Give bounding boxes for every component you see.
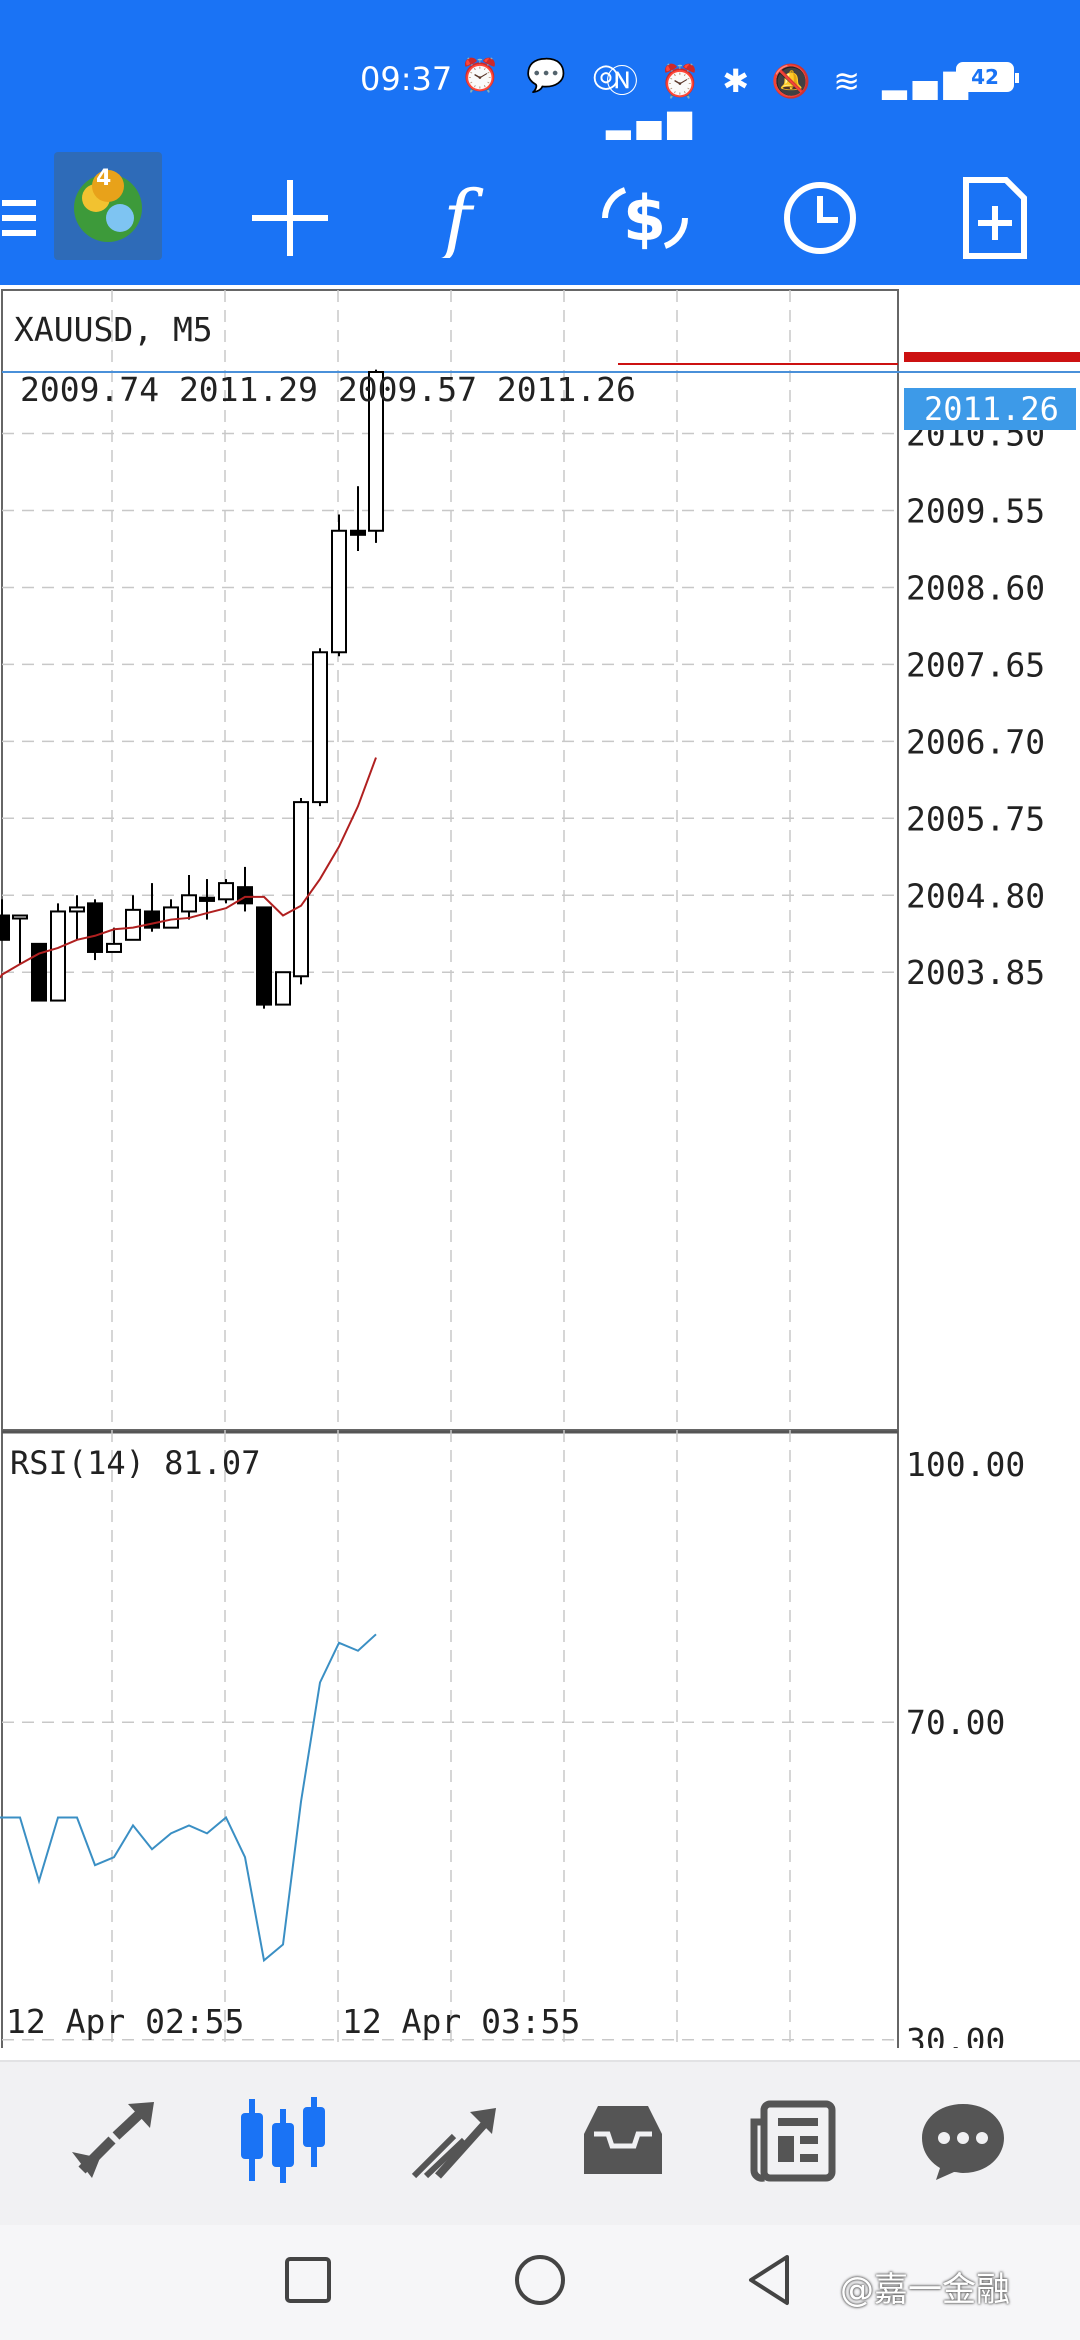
logo-badge: 4 [96,166,112,191]
history-icon[interactable] [765,150,875,285]
chart-canvas[interactable]: 2010.502009.552008.602007.652006.702005.… [0,288,1080,2048]
candle-bear [256,906,272,1006]
crosshair-icon[interactable] [240,150,340,285]
candle-bull [12,914,28,920]
candle-bull [163,906,179,929]
svg-text:f: f [438,178,484,258]
candle-bull [218,882,234,901]
top-toolbar [0,150,1080,285]
current-price-value: 2011.26 [924,390,1059,428]
recent-apps-icon[interactable] [258,2235,358,2325]
app-logo[interactable]: 4 [54,152,162,260]
ask-price-tag [904,352,1080,362]
current-price-tag: 2011.26 [904,388,1076,430]
rsi-tick-label: 70.00 [906,1703,1005,1742]
back-icon[interactable] [720,2235,820,2325]
status-time: 09:37 [360,60,453,98]
new-order-icon[interactable] [940,150,1050,285]
y-tick-label: 2008.60 [906,568,1045,607]
candle-bear [87,902,103,953]
news-icon[interactable] [718,2070,868,2210]
status-right-icons: Ⓝ ⏰ ✱ 🔕 ≋ ▂▄▆ ▂▄▆ [606,62,975,140]
candle-bear [31,942,47,1002]
candle-bull [331,529,347,654]
rsi-line [0,1633,377,1963]
candle-bull [125,908,141,941]
battery-icon: 42 [956,62,1019,92]
menu-icon[interactable] [0,150,40,285]
status-bar: 09:37 ⏰ 💬 ◎ Ⓝ ⏰ ✱ 🔕 ≋ ▂▄▆ ▂▄▆ 42 [0,0,1080,150]
y-tick-label: 2003.85 [906,953,1045,992]
candle-bear [0,914,10,941]
chat-icon[interactable] [888,2070,1038,2210]
status-left-icons: ⏰ 💬 ◎ [460,56,628,94]
y-tick-label: 2009.55 [906,492,1045,531]
candle-bull [293,801,309,978]
x-tick-label: 12 Apr 03:55 [342,2002,580,2041]
rsi-label: RSI(14) 81.07 [10,1444,261,1482]
trade-nav-icon[interactable] [378,2070,528,2210]
chart-area[interactable]: 2010.50 2009.55 2008.60 2007.65 2006.70 2005.… [0,288,1080,2048]
trade-icon[interactable]: $ [590,150,700,285]
candle-bull [69,906,85,913]
candle-bull [106,942,122,953]
candle-bull [181,894,197,913]
y-tick-label: 2006.70 [906,722,1045,761]
bottom-nav [0,2060,1080,2227]
chart-symbol-label: XAUUSD, M5 [14,310,213,349]
moving-average-line [0,757,377,979]
y-tick-label: 2005.75 [906,799,1045,838]
svg-text:$: $ [623,182,666,255]
candle-bull [368,371,384,532]
battery-level: 42 [971,65,999,89]
rsi-panel-frame [1,1429,899,2048]
chart-ohlc-label: 2009.74 2011.29 2009.57 2011.26 [20,370,636,409]
quotes-icon[interactable] [38,2070,188,2210]
rsi-tick-label: 30.00 [906,2021,1005,2048]
x-tick-label: 12 Apr 02:55 [6,2002,244,2041]
candle-bear [350,529,366,536]
chart-icon[interactable] [208,2070,358,2210]
candle-bear [199,896,215,902]
main-panel-frame [1,289,899,1431]
y-tick-label: 2007.65 [906,645,1045,684]
system-nav-bar [0,2225,1080,2340]
y-tick-label: 2004.80 [906,876,1045,915]
indicators-icon[interactable]: f [420,150,520,285]
watermark: @嘉一金融 [840,2270,1010,2310]
candle-bull [50,910,66,1002]
candle-bull [275,971,291,1006]
rsi-tick-label: 100.00 [906,1445,1025,1484]
history-nav-icon[interactable] [548,2070,698,2210]
home-icon[interactable] [490,2235,590,2325]
metatrader-logo-icon [74,170,142,242]
candle-bull [312,651,328,804]
